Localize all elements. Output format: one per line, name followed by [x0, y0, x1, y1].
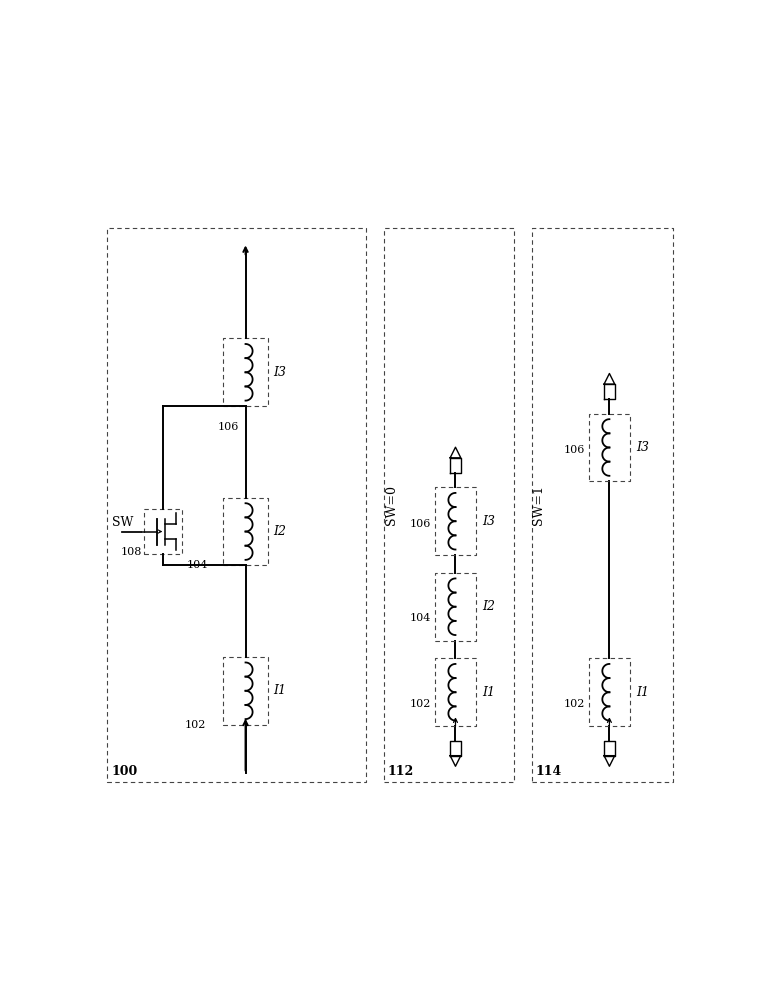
Text: I3: I3 [636, 441, 649, 454]
Text: 100: 100 [112, 765, 138, 778]
Text: I2: I2 [482, 600, 495, 613]
Text: 104: 104 [187, 560, 209, 570]
Text: 102: 102 [564, 699, 585, 709]
Text: 102: 102 [410, 699, 431, 709]
Text: I3: I3 [273, 366, 287, 379]
Text: 112: 112 [387, 765, 414, 778]
Text: SW=1: SW=1 [532, 485, 545, 525]
Text: 106: 106 [410, 519, 431, 529]
Text: 104: 104 [410, 613, 431, 623]
Text: I1: I1 [273, 684, 287, 697]
Text: 108: 108 [120, 547, 142, 557]
Text: 106: 106 [218, 422, 239, 432]
Text: 106: 106 [564, 445, 585, 455]
Text: I1: I1 [482, 686, 495, 699]
Text: SW=0: SW=0 [385, 485, 398, 525]
Text: I3: I3 [482, 515, 495, 528]
Text: 102: 102 [185, 720, 206, 730]
Text: SW: SW [112, 516, 133, 529]
Text: I1: I1 [636, 686, 649, 699]
Text: I2: I2 [273, 525, 287, 538]
Text: 114: 114 [535, 765, 562, 778]
